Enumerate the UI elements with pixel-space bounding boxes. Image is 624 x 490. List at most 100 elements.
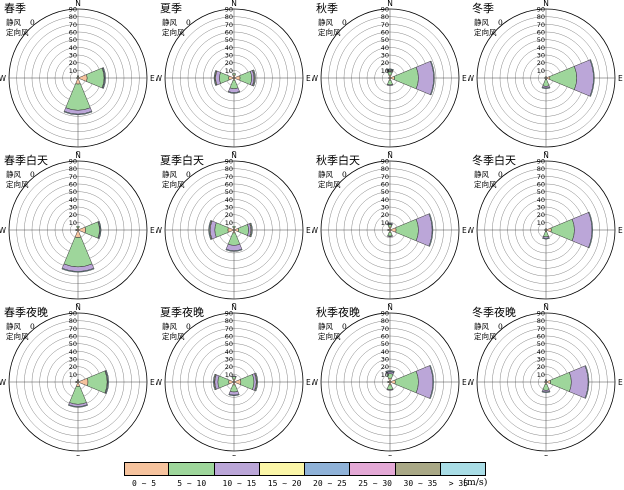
legend-swatch [440, 462, 486, 476]
wind-petal-segment-n [232, 225, 236, 229]
calm-wind-value: 0 [342, 18, 347, 27]
radial-tick-label: 40 [537, 196, 545, 204]
compass-label-w: W [468, 226, 475, 235]
wind-rose-panel: 102030405060708090NSWE冬季白天静风0定向风 [468, 152, 624, 304]
radial-tick-label: 70 [381, 173, 389, 181]
wind-petal-segment-e [252, 69, 256, 87]
radial-tick-label: 90 [225, 6, 233, 14]
wind-rose-chart: 102030405060708090NSWE [0, 0, 155, 152]
radial-tick-label: 50 [381, 36, 389, 44]
panel-title: 夏季 [160, 2, 182, 15]
radial-tick-label: 80 [537, 13, 545, 21]
radial-tick-label: 50 [69, 340, 77, 348]
radial-tick-label: 80 [537, 165, 545, 173]
radial-tick-label: 20 [69, 59, 77, 67]
radial-tick-label: 60 [69, 181, 77, 189]
compass-label-e: E [306, 226, 311, 235]
radial-tick-label: 90 [69, 6, 77, 14]
wind-rose-chart: 102030405060708090NSWE [0, 152, 155, 304]
radial-tick-label: 50 [225, 188, 233, 196]
compass-label-e: E [150, 378, 155, 387]
wind-rose-chart: 102030405060708090NSWE [312, 304, 467, 456]
calm-wind-note: 静风 0 [162, 17, 191, 28]
wind-petal-segment-s [65, 83, 91, 111]
calm-wind-label: 静风 [6, 170, 21, 179]
radial-tick-label: 40 [225, 348, 233, 356]
steady-wind-label: 定向风 [318, 28, 341, 37]
compass-label-n: N [75, 304, 81, 312]
compass-label-s: S [232, 302, 237, 304]
compass-label-e: E [306, 378, 311, 387]
wind-petal-segment-e [415, 365, 434, 399]
wind-petal-segment-n [76, 75, 80, 77]
wind-petal-segment-w [208, 219, 212, 241]
compass-label-s: S [544, 302, 549, 304]
radial-tick-label: 90 [381, 158, 389, 166]
wind-rose-chart: 102030405060708090NSWE [468, 304, 623, 456]
radial-tick-label: 10 [69, 219, 77, 227]
wind-petal-segment-e [77, 377, 89, 387]
wind-petal-segment-e [588, 211, 593, 249]
wind-petal-segment-s [543, 231, 549, 238]
radial-tick-label: 20 [69, 363, 77, 371]
wind-petal-segment-s [542, 237, 550, 240]
radial-tick-label: 20 [225, 363, 233, 371]
radial-tick-label: 30 [381, 356, 389, 364]
wind-petal-segment-n [231, 73, 237, 76]
radial-tick-label: 60 [225, 181, 233, 189]
wind-petal-segment-e [584, 365, 590, 399]
radial-tick-label: 50 [537, 188, 545, 196]
wind-rose-panel: 102030405060708090NSWE夏季白天静风0定向风 [156, 152, 312, 304]
wind-petal-segment-s [387, 231, 393, 237]
radial-tick-label: 10 [225, 219, 233, 227]
wind-petal-segment-e [574, 59, 594, 97]
compass-label-e: E [306, 74, 311, 83]
panel-title: 冬季白天 [472, 154, 516, 167]
radial-tick-label: 10 [225, 371, 233, 379]
calm-wind-note: 静风 0 [318, 169, 347, 180]
radial-tick-label: 60 [69, 333, 77, 341]
calm-wind-value: 0 [342, 322, 347, 331]
wind-petal-segment-s [225, 248, 243, 252]
wind-petal-segment-e [589, 59, 595, 97]
radial-tick-label: 90 [69, 310, 77, 318]
speed-legend-bar [124, 462, 486, 476]
wind-petal-segment-w [387, 380, 389, 384]
legend-swatch [305, 462, 351, 476]
wind-petal-segment-w [544, 229, 546, 231]
steady-wind-label: 定向风 [318, 180, 341, 189]
wind-petal-segment-e [77, 226, 86, 234]
radial-tick-label: 10 [69, 67, 77, 75]
wind-petal-segment-e [84, 221, 100, 239]
wind-petal-segment-s [542, 79, 550, 87]
radial-tick-label: 50 [381, 188, 389, 196]
radial-tick-label: 80 [69, 165, 77, 173]
radial-tick-label: 60 [381, 181, 389, 189]
radial-tick-label: 80 [225, 317, 233, 325]
wind-petal-segment-w [75, 228, 77, 232]
wind-rose-chart: 102030405060708090NSWE [0, 304, 155, 456]
radial-tick-label: 70 [537, 21, 545, 29]
radial-tick-label: 30 [537, 204, 545, 212]
radial-tick-label: 50 [225, 36, 233, 44]
radial-tick-label: 10 [537, 219, 545, 227]
wind-petal-segment-s [69, 385, 87, 405]
radial-tick-label: 70 [69, 325, 77, 333]
calm-wind-value: 0 [186, 322, 191, 331]
radial-tick-label: 90 [537, 6, 545, 14]
radial-tick-label: 40 [69, 348, 77, 356]
wind-petal-segment-e [571, 212, 593, 248]
compass-label-w: W [312, 74, 319, 83]
compass-label-s: S [232, 454, 237, 456]
compass-label-n: N [75, 152, 81, 160]
compass-label-n: N [543, 304, 549, 312]
radial-tick-label: 20 [537, 363, 545, 371]
legend-bin-label: 25 ~ 30 [358, 479, 392, 488]
calm-wind-label: 静风 [6, 18, 21, 27]
wind-petal-segment-e [550, 218, 575, 242]
radial-tick-label: 20 [537, 211, 545, 219]
radial-tick-label: 20 [381, 363, 389, 371]
panel-title: 夏季白天 [160, 154, 204, 167]
